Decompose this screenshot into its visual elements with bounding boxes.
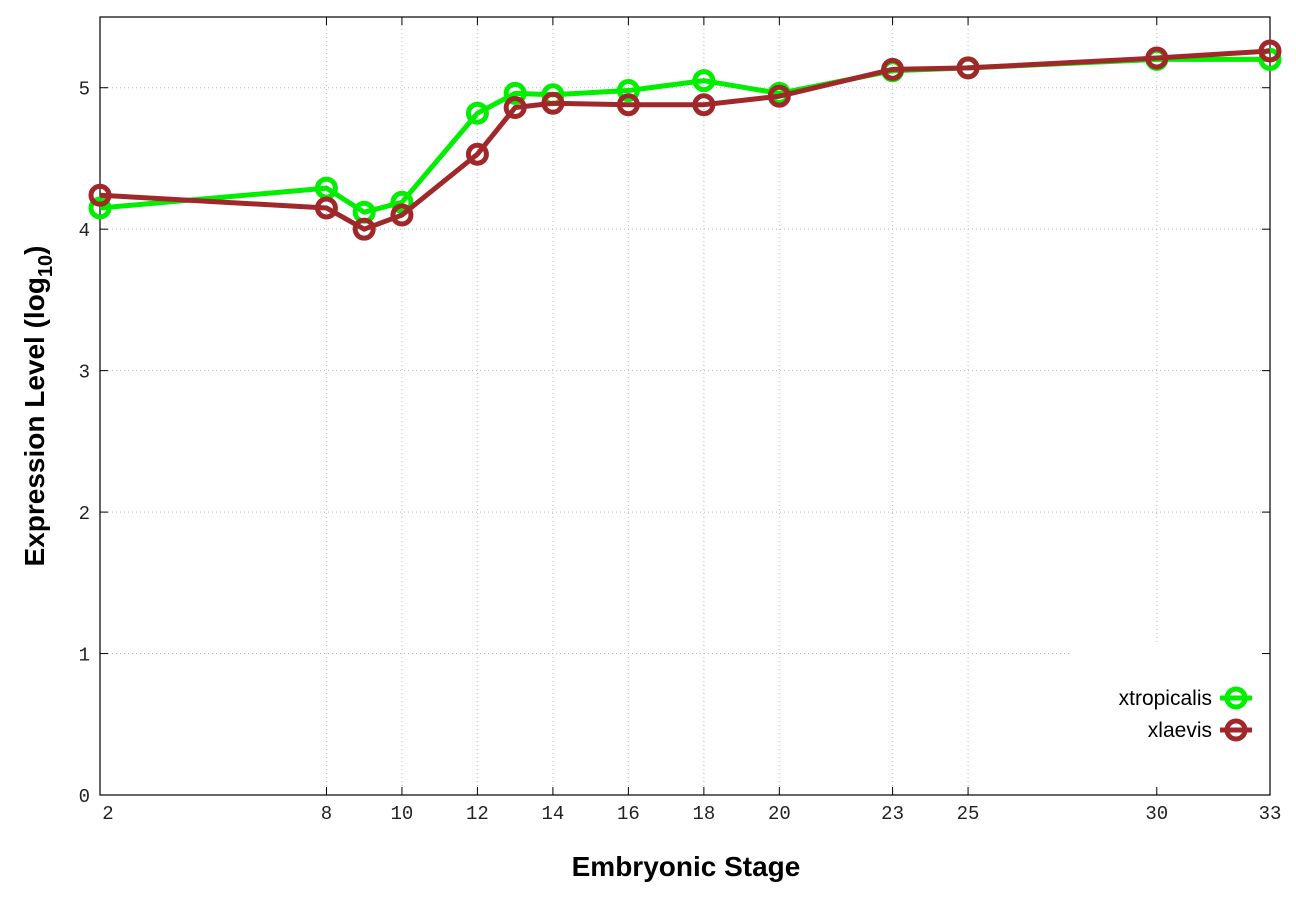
y-tick-label: 4 [79,220,90,242]
plot-frame [99,16,1271,796]
y-tick-label: 2 [79,503,90,525]
data-point-xtropicalis [616,79,640,103]
x-tick-label: 20 [768,803,791,825]
y-tick-label: 5 [79,79,90,101]
data-point-xtropicalis [692,69,716,93]
data-point-xlaevis [767,84,791,108]
data-point-xtropicalis [390,190,414,214]
series-line-xtropicalis [99,56,1270,215]
x-tick-label: 16 [617,803,640,825]
grid [100,17,1270,795]
x-tick-label: 2 [102,803,113,825]
x-tick-label: 10 [391,803,414,825]
x-tick-label: 33 [1259,803,1282,825]
data-point-xlaevis [314,196,338,220]
data-point-xtropicalis [88,196,112,220]
x-tick-label: 30 [1145,803,1168,825]
data-point-xlaevis [88,183,112,207]
x-tick-label: 18 [692,803,715,825]
data-point-xlaevis [1258,39,1282,63]
series-line-xlaevis [99,48,1271,232]
data-point-xlaevis [956,56,980,80]
y-tick-label: 0 [79,786,90,808]
data-point-xlaevis [881,57,905,81]
legend-marker-xtropicalis [1224,686,1248,710]
x-tick-label: 14 [541,803,564,825]
legend-label: xlaevis [1148,719,1212,742]
legend-marker-xlaevis [1224,718,1248,742]
y-axis-label: Expression Level (log10) [19,246,57,567]
x-tick-label: 25 [957,803,980,825]
data-point-xtropicalis [503,81,527,105]
data-point-xlaevis [692,93,716,117]
data-point-xtropicalis [465,101,489,125]
legend-label: xtropicalis [1119,687,1212,710]
data-point-xlaevis [352,217,376,241]
data-point-xlaevis [390,203,414,227]
data-point-xtropicalis [1258,47,1282,71]
data-point-xlaevis [616,93,640,117]
x-tick-label: 12 [466,803,489,825]
x-tick-label: 8 [321,803,332,825]
series-group [88,39,1282,241]
legend: xtropicalis xlaevis [1119,686,1252,742]
data-point-xlaevis [503,96,527,120]
x-tick-label: 23 [881,803,904,825]
y-tick-label: 3 [79,362,90,384]
data-point-xlaevis [1145,46,1169,70]
x-axis-label: Embryonic Stage [572,851,801,882]
data-point-xlaevis [541,91,565,115]
y-tick-label: 1 [79,645,90,667]
data-point-xlaevis [465,142,489,166]
